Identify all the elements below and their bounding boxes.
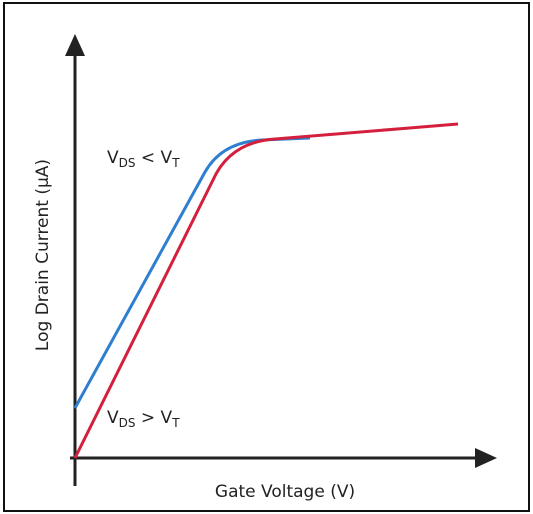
annotation-part: V <box>107 408 119 428</box>
annotation-part: < V <box>136 148 173 168</box>
annotation: VDS < VT <box>107 148 180 170</box>
x-axis-label: Gate Voltage (V) <box>215 482 355 502</box>
annotation-sub: T <box>171 156 180 170</box>
annotation-sub: DS <box>119 156 136 170</box>
annotation: VDS > VT <box>107 408 180 430</box>
y-axis-label: Log Drain Current (μA) <box>33 159 53 351</box>
curve-vds-above-vt <box>73 122 459 459</box>
annotation-sub: DS <box>119 416 136 430</box>
annotation-sub: T <box>171 416 180 430</box>
frame <box>3 2 530 512</box>
y-axis-arrow <box>65 34 85 56</box>
x-axis-arrow <box>475 448 497 468</box>
annotation-part: > V <box>136 408 173 428</box>
annotation-part: V <box>107 148 119 168</box>
